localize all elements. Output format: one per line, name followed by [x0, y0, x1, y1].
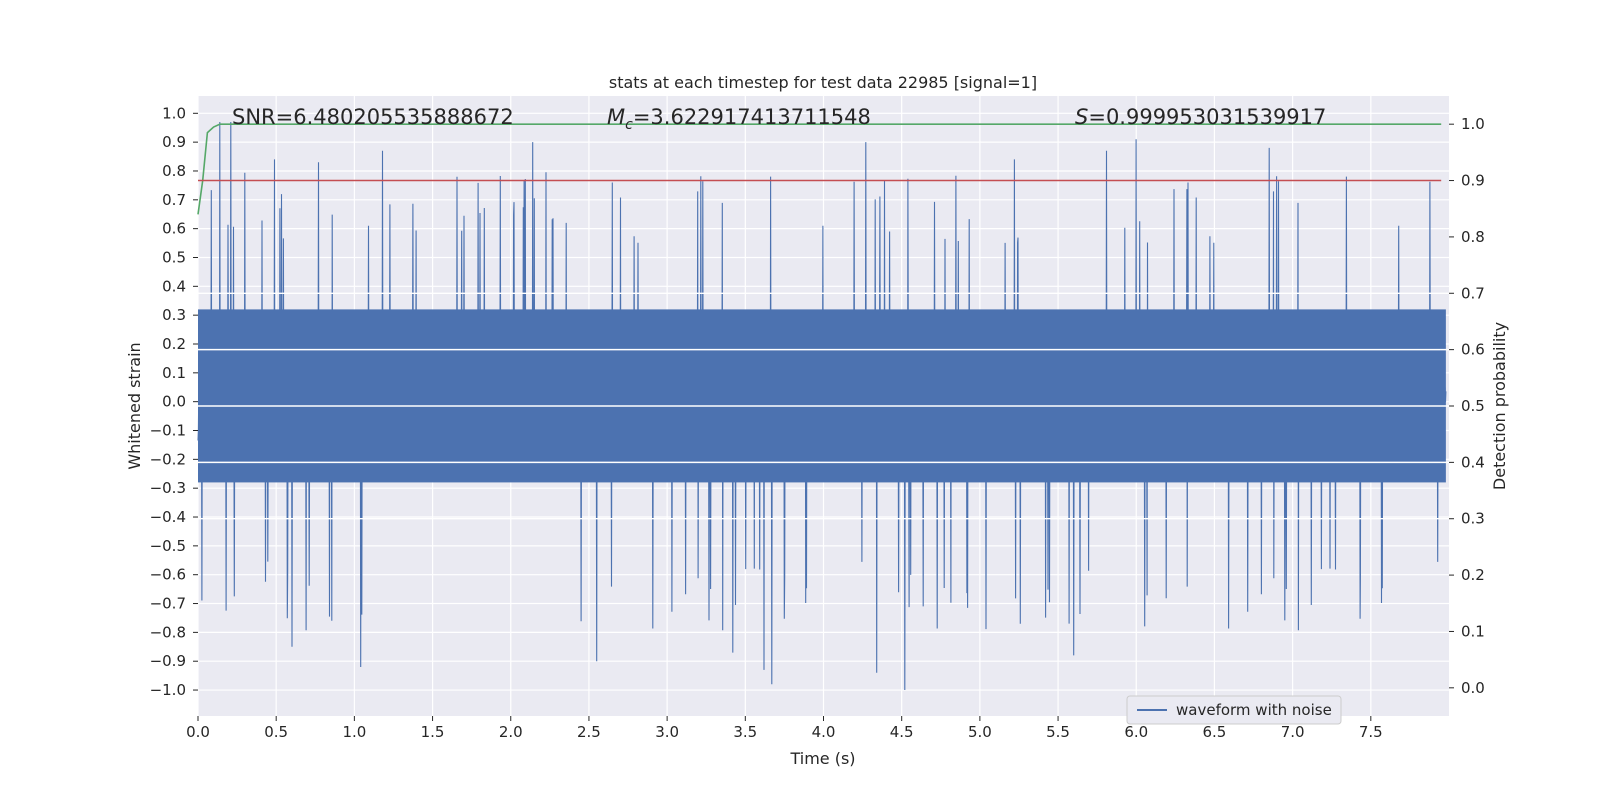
y-right-axis-ticks: 1.0 0.9 0.8 0.7 0.6 0.5 0.4 0.3 0.2 0.1 0.0 [1449, 115, 1485, 697]
y-right-tick-label: 0.6 [1461, 341, 1485, 359]
x-tick-label: 0.0 [186, 723, 210, 741]
y-tick-label: −1.0 [150, 681, 186, 699]
x-axis-ticks: 0.0 0.5 1.0 1.5 2.0 2.5 3.0 3.5 4.0 4.5 5.0 5.5 6.0 6… [186, 716, 1383, 741]
y-tick-label: 0.8 [162, 162, 186, 180]
x-tick-label: 2.5 [577, 723, 601, 741]
y-tick-label: −0.5 [150, 537, 186, 555]
x-tick-label: 5.5 [1046, 723, 1070, 741]
legend-box [1126, 695, 1342, 725]
x-tick-label: 5.0 [968, 723, 992, 741]
y-tick-label: 0.3 [162, 306, 186, 324]
y-tick-label: −0.7 [150, 595, 186, 613]
s-annotation: S=0.999953031539917 [1075, 105, 1326, 129]
x-tick-label: 3.0 [655, 723, 679, 741]
y-tick-label: 0.2 [162, 335, 186, 353]
x-tick-label: 2.0 [499, 723, 523, 741]
y-tick-label: −0.8 [150, 623, 186, 641]
chart-title: stats at each timestep for test data 229… [609, 73, 1037, 92]
snr-annotation: SNR=6.480205535888672 [232, 105, 514, 129]
y-tick-label: 0.5 [162, 248, 186, 266]
x-tick-label: 1.5 [421, 723, 445, 741]
y-right-tick-label: 0.0 [1461, 679, 1485, 697]
y-tick-label: 0.4 [162, 277, 186, 295]
mc-subscript: c [625, 117, 633, 133]
y-tick-label: 0.1 [162, 364, 186, 382]
y-tick-label: 0.6 [162, 220, 186, 238]
waveform-series [197, 121, 1449, 691]
y-tick-label: 0.7 [162, 191, 186, 209]
y-tick-label: −0.2 [150, 450, 186, 468]
y-tick-label: −0.9 [150, 652, 186, 670]
y-right-tick-label: 0.1 [1461, 622, 1485, 640]
x-tick-label: 7.0 [1281, 723, 1305, 741]
x-tick-label: 6.5 [1203, 723, 1227, 741]
x-tick-label: 6.0 [1124, 723, 1148, 741]
y-axis-label: Whitened strain [125, 342, 144, 469]
y-tick-label: −0.1 [150, 422, 186, 440]
y-right-tick-label: 0.5 [1461, 397, 1485, 415]
y-right-tick-label: 0.2 [1461, 566, 1485, 584]
x-tick-label: 3.5 [733, 723, 757, 741]
y-right-tick-label: 0.4 [1461, 453, 1485, 471]
y-tick-label: −0.4 [150, 508, 186, 526]
y-right-axis-label: Detection probability [1490, 322, 1509, 490]
y-right-tick-label: 0.3 [1461, 510, 1485, 528]
y-right-tick-label: 0.8 [1461, 228, 1485, 246]
legend-label: waveform with noise [1176, 701, 1332, 719]
mc-value: =3.622917413711548 [633, 105, 871, 129]
y-tick-label: 0.0 [162, 393, 186, 411]
mc-symbol: M [607, 105, 625, 129]
y-tick-label: 1.0 [162, 104, 186, 122]
y-right-tick-label: 0.9 [1461, 172, 1485, 190]
waveform-dense-band [198, 309, 1446, 483]
x-tick-label: 7.5 [1359, 723, 1383, 741]
y-tick-label: −0.6 [150, 566, 186, 584]
legend: waveform with noise [1126, 695, 1342, 725]
y-tick-label: 0.9 [162, 133, 186, 151]
x-tick-label: 4.5 [890, 723, 914, 741]
s-symbol: S [1075, 105, 1088, 129]
x-tick-label: 0.5 [264, 723, 288, 741]
x-tick-label: 4.0 [812, 723, 836, 741]
y-right-tick-label: 0.7 [1461, 284, 1485, 302]
x-tick-label: 1.0 [342, 723, 366, 741]
x-axis-label: Time (s) [789, 749, 855, 768]
y-tick-label: −0.3 [150, 479, 186, 497]
s-value: =0.999953031539917 [1088, 105, 1326, 129]
y-right-tick-label: 1.0 [1461, 115, 1485, 133]
y-axis-ticks: 1.0 0.9 0.8 0.7 0.6 0.5 0.4 0.3 0.2 0.1 0.0 −0.1 −0.… [150, 104, 198, 699]
probability-lines [197, 123, 1442, 215]
mc-annotation: Mc=3.622917413711548 [607, 105, 871, 133]
detection-probability-line [197, 123, 1442, 215]
